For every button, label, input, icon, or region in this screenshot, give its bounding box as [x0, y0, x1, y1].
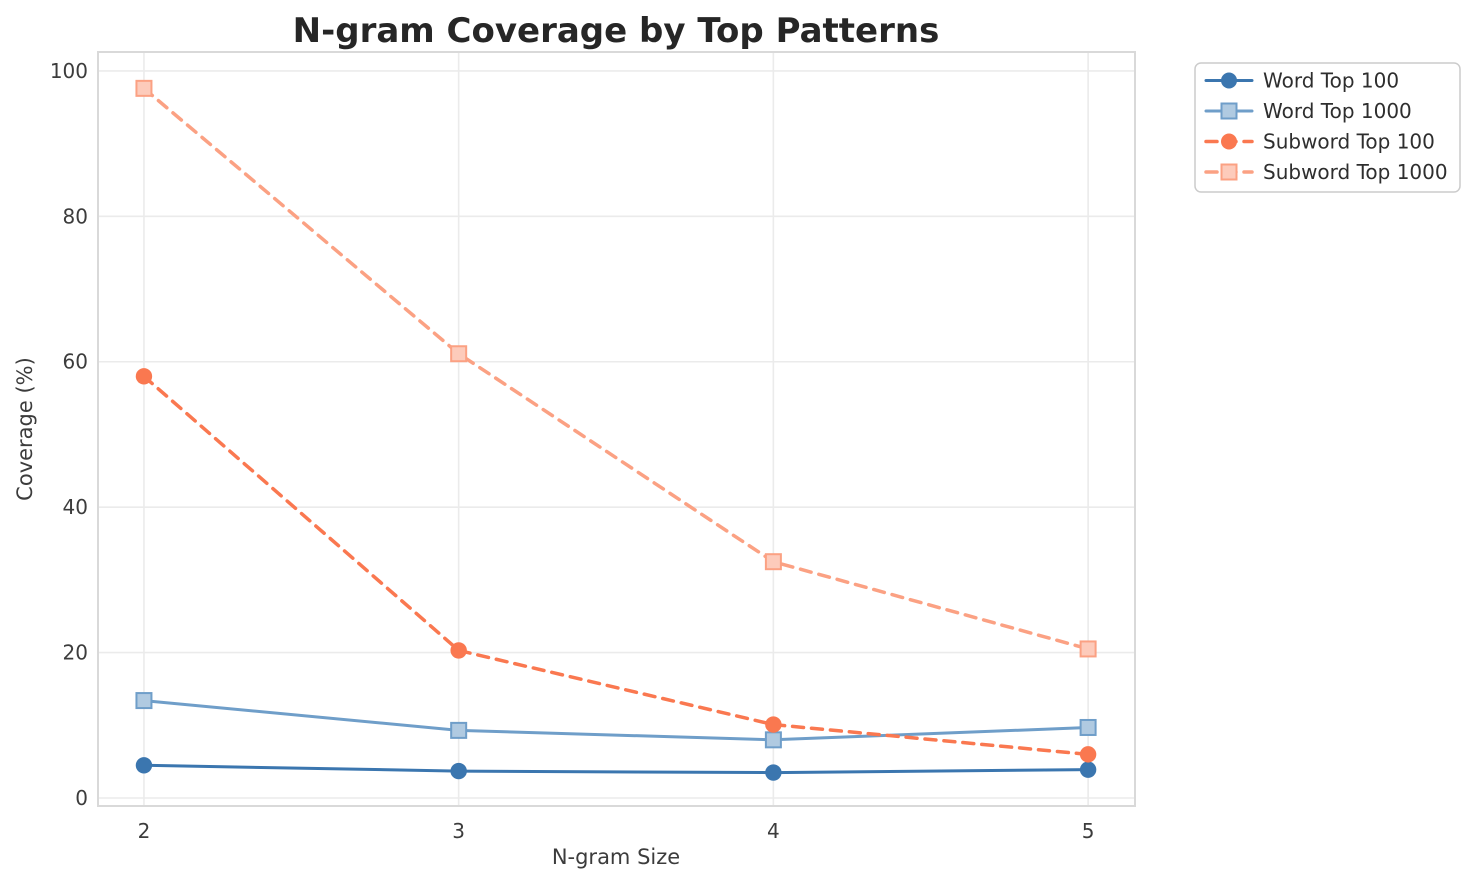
series-line-subword-top-1000 — [142, 86, 1090, 651]
series-line-word-top-1000 — [142, 699, 1090, 742]
data-point-marker — [765, 716, 782, 733]
series-line-word-top-100 — [142, 763, 1090, 775]
data-point-marker — [1079, 746, 1097, 763]
legend-marker — [1221, 72, 1237, 89]
data-point-marker — [1079, 761, 1097, 778]
data-point-marker — [1079, 718, 1097, 736]
legend-item-word-top-100: Word Top 100 — [1204, 69, 1399, 93]
legend-label: Word Top 100 — [1263, 69, 1399, 93]
x-tick-labels: 2 3 4 5 — [138, 819, 1095, 843]
data-point-marker — [450, 762, 467, 780]
legend-label: Subword Top 100 — [1263, 130, 1435, 154]
data-point-marker — [1079, 640, 1097, 658]
y-tick-label: 60 — [63, 350, 88, 374]
grid — [98, 52, 1135, 806]
x-tick-label: 3 — [452, 819, 465, 843]
y-tick-label: 20 — [63, 641, 88, 665]
data-point-marker — [135, 757, 153, 774]
legend-item-subword-top-1000: Subword Top 1000 — [1204, 160, 1448, 184]
y-axis-label: Coverage (%) — [13, 357, 37, 501]
data-point-marker — [450, 345, 468, 363]
y-tick-labels: 0 20 40 60 80 100 — [50, 59, 88, 810]
data-point-marker — [764, 553, 782, 571]
data-point-marker — [450, 721, 468, 739]
legend-item-word-top-1000: Word Top 1000 — [1204, 99, 1412, 123]
data-point-marker — [450, 642, 467, 659]
legend: Word Top 100 Word Top 1000 Subword Top 100… — [1194, 62, 1461, 193]
y-tick-label: 0 — [75, 786, 88, 810]
data-point-marker — [135, 692, 153, 710]
legend-item-subword-top-100: Subword Top 100 — [1204, 130, 1435, 154]
legend-label: Subword Top 1000 — [1263, 160, 1448, 184]
x-tick-label: 5 — [1082, 819, 1095, 843]
legend-box — [1194, 62, 1461, 193]
series-layer — [135, 79, 1097, 781]
x-axis-label: N-gram Size — [552, 845, 680, 869]
legend-marker — [1221, 133, 1237, 150]
chart-title: N-gram Coverage by Top Patterns — [293, 11, 940, 51]
data-point-marker — [764, 731, 782, 749]
series-line-subword-top-100 — [142, 374, 1090, 757]
y-tick-label: 40 — [63, 495, 88, 519]
legend-label: Word Top 1000 — [1263, 99, 1412, 123]
legend-marker — [1220, 163, 1238, 181]
x-tick-label: 4 — [767, 819, 780, 843]
y-tick-label: 80 — [63, 204, 88, 228]
legend-marker — [1220, 102, 1238, 120]
y-tick-label: 100 — [50, 59, 88, 83]
data-point-marker — [765, 764, 782, 781]
data-point-marker — [135, 368, 153, 385]
plot-border — [97, 51, 1136, 807]
x-tick-label: 2 — [138, 819, 151, 843]
data-point-marker — [135, 79, 153, 97]
